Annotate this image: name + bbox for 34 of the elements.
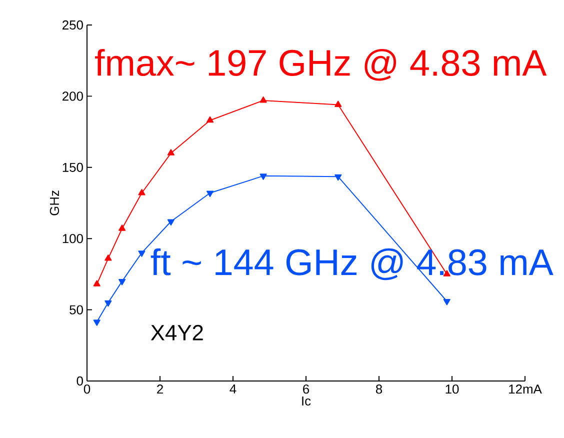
y-tick-label: 50 bbox=[70, 305, 83, 314]
point bbox=[93, 280, 100, 286]
annotation: X4Y2 bbox=[150, 324, 203, 340]
x-tick-label: 10 bbox=[446, 384, 459, 394]
point bbox=[138, 250, 146, 257]
y-axis-title: GHz bbox=[50, 190, 60, 216]
x-tick-label: 8 bbox=[376, 384, 382, 394]
x-tick-label: 4 bbox=[230, 384, 236, 394]
point bbox=[93, 320, 100, 326]
y-tick-label: 250 bbox=[62, 20, 83, 30]
point bbox=[260, 174, 267, 180]
annotation: fmax~ 197 GHz @ 4.83 mA bbox=[95, 48, 547, 81]
point bbox=[334, 174, 342, 181]
point bbox=[206, 190, 214, 198]
point bbox=[260, 96, 267, 103]
x-tick-label: 0 bbox=[84, 384, 90, 394]
x-tick-label: 12mA bbox=[509, 384, 542, 394]
y-tick-label: 150 bbox=[62, 162, 83, 172]
point bbox=[443, 298, 450, 306]
y-tick-label: 100 bbox=[62, 234, 83, 244]
point bbox=[167, 219, 174, 226]
y-tick-label: 200 bbox=[62, 92, 83, 101]
point bbox=[138, 189, 146, 196]
x-tick-label: 6 bbox=[303, 384, 310, 394]
point bbox=[167, 149, 174, 156]
y-tick-label: 0 bbox=[76, 376, 83, 386]
point bbox=[118, 224, 126, 231]
point bbox=[118, 279, 126, 286]
x-axis-title: Ic bbox=[302, 396, 311, 406]
point bbox=[334, 100, 342, 107]
x-tick-label: 2 bbox=[157, 384, 163, 394]
point bbox=[206, 116, 214, 123]
point bbox=[104, 300, 112, 307]
point bbox=[104, 254, 112, 261]
